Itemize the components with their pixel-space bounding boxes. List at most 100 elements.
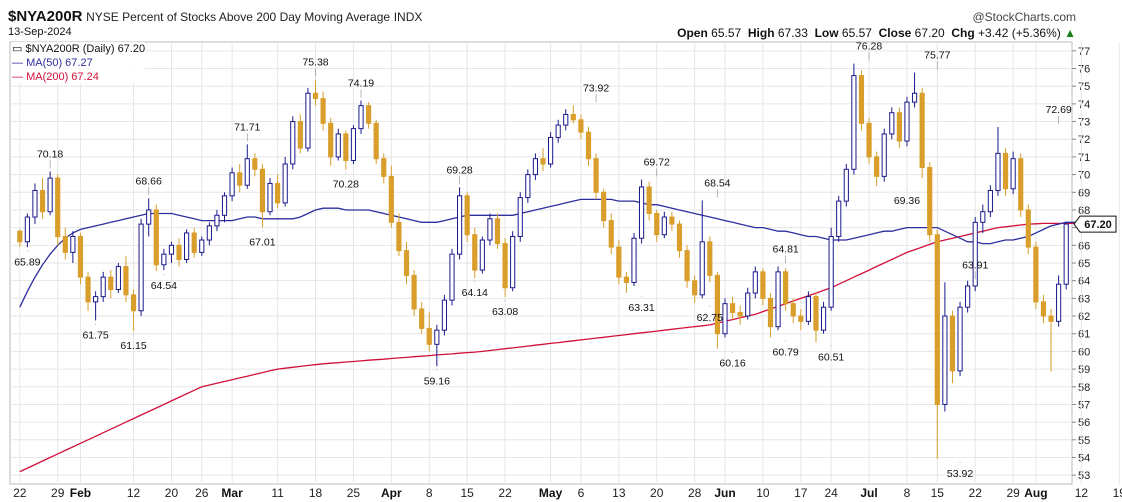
candle-body [109, 277, 113, 289]
candle-body [670, 217, 674, 224]
annotation-label: 64.54 [151, 280, 177, 292]
y-tick-label: 72 [1078, 134, 1090, 146]
candle-body [131, 295, 135, 311]
candle-body [404, 251, 408, 276]
candlestick-icon: ▭ [12, 43, 22, 55]
candle-body [465, 196, 469, 235]
annotation-label: 60.16 [719, 358, 745, 370]
annotation-label: 61.75 [82, 329, 108, 341]
annotation-label: 75.77 [924, 50, 950, 62]
candle-body [56, 178, 60, 236]
candle-body [776, 272, 780, 327]
candle-body [677, 224, 681, 251]
candle-body [367, 106, 371, 124]
x-tick-label: 6 [578, 486, 585, 500]
candle-body [624, 277, 628, 282]
x-tick-label: Apr [381, 486, 402, 500]
candle-body [435, 330, 439, 344]
current-value-label: 67.20 [1084, 219, 1112, 231]
candle-body [1026, 210, 1030, 247]
candle-body [359, 106, 363, 129]
candle-body [639, 187, 643, 238]
candle-body [374, 123, 378, 158]
candle-body [169, 245, 173, 254]
candle-body [1049, 316, 1053, 321]
candle-body [94, 297, 98, 302]
y-tick-label: 58 [1078, 382, 1090, 394]
candle-body [844, 169, 848, 201]
candle-body [1003, 153, 1007, 188]
annotation-label: 68.66 [136, 175, 162, 187]
candle-body [442, 300, 446, 330]
candle-body [33, 191, 37, 218]
candle-body [897, 113, 901, 141]
candle-body [139, 224, 143, 311]
annotation-label: 63.08 [492, 306, 518, 318]
annotation-label: 76.28 [856, 41, 882, 53]
annotation-label: 69.72 [644, 157, 670, 169]
candle-body [655, 213, 659, 234]
x-tick-label: 25 [347, 486, 361, 500]
candle-body [548, 137, 552, 164]
candle-body [450, 254, 454, 300]
candle-body [25, 217, 29, 242]
y-tick-label: 65 [1078, 258, 1090, 270]
y-tick-label: 75 [1078, 81, 1090, 93]
y-tick-label: 54 [1078, 452, 1090, 464]
x-tick-label: 8 [904, 486, 911, 500]
candle-body [177, 245, 181, 259]
candle-body [806, 297, 810, 322]
candle-body [298, 122, 302, 149]
candle-body [799, 316, 803, 321]
candle-body [162, 254, 166, 265]
x-tick-label: 12 [127, 486, 141, 500]
annotation-label: 64.81 [773, 243, 799, 255]
candle-body [875, 157, 879, 176]
candle-body [253, 159, 257, 170]
candle-body [837, 201, 841, 236]
y-tick-label: 69 [1078, 187, 1090, 199]
annotation-label: 65.89 [14, 256, 40, 268]
candle-body [594, 159, 598, 193]
candle-body [753, 272, 757, 293]
x-tick-label: Mar [221, 486, 243, 500]
candle-body [215, 215, 219, 226]
x-tick-label: 10 [756, 486, 770, 500]
annotation-label: 73.92 [583, 82, 609, 94]
candle-body [700, 242, 704, 295]
candle-body [427, 328, 431, 344]
candle-body [905, 102, 909, 141]
x-tick-label: 22 [969, 486, 983, 500]
candle-body [768, 298, 772, 326]
annotation-label: 63.31 [628, 302, 654, 314]
candle-body [40, 191, 44, 212]
annotation-label: 67.01 [249, 236, 275, 248]
annotation-label: 72.69 [1045, 104, 1071, 116]
candle-body [222, 196, 226, 215]
line-icon: — [12, 71, 23, 83]
candle-body [541, 159, 545, 164]
candle-body [746, 293, 750, 316]
x-tick-label: 24 [824, 486, 838, 500]
legend-price-label: $NYA200R (Daily) 67.20 [25, 43, 145, 55]
candle-body [715, 275, 719, 333]
x-tick-label: 18 [309, 486, 323, 500]
candle-body [116, 267, 120, 290]
candle-body [268, 183, 272, 211]
annotation-label: 68.54 [704, 177, 730, 189]
candle-body [533, 159, 537, 175]
candle-body [738, 313, 742, 317]
y-tick-label: 73 [1078, 117, 1090, 129]
candle-body [996, 153, 1000, 190]
chart-legend: ▭ $NYA200R (Daily) 67.20 — MA(50) 67.27 … [12, 42, 145, 84]
y-tick-label: 66 [1078, 240, 1090, 252]
x-tick-label: 8 [426, 486, 433, 500]
candle-body [473, 235, 477, 270]
annotation-label: 74.19 [348, 78, 374, 90]
candle-body [420, 309, 424, 328]
candle-body [207, 226, 211, 240]
y-tick-label: 59 [1078, 364, 1090, 376]
candle-body [495, 219, 499, 244]
candle-body [821, 307, 825, 330]
